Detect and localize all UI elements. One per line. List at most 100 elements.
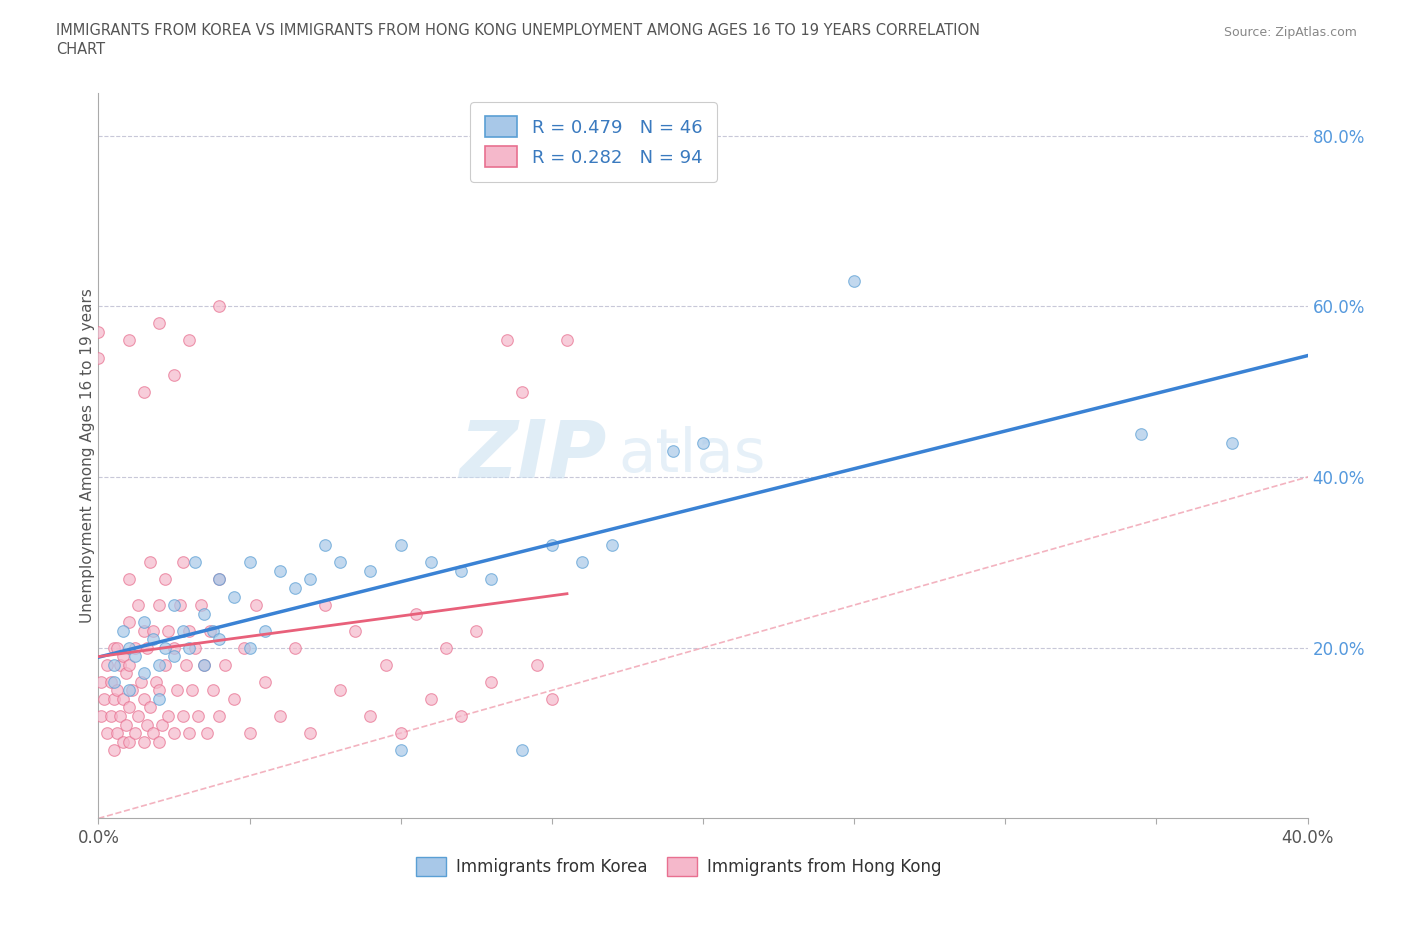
Point [314,538,336,552]
Point [208,299,231,313]
Point [142,725,165,740]
Point [208,631,231,646]
Point [118,615,141,630]
Point [132,734,155,749]
Text: atlas: atlas [619,426,766,485]
Point [148,734,170,749]
Point [118,700,141,715]
Point [132,384,155,399]
Point [153,658,176,672]
Point [329,555,352,570]
Point [103,743,125,758]
Point [103,692,125,707]
Point [239,555,262,570]
Legend: Immigrants from Korea, Immigrants from Hong Kong: Immigrants from Korea, Immigrants from H… [409,850,949,883]
Point [132,666,155,681]
Point [172,709,194,724]
Point [90,674,112,689]
Point [135,717,157,732]
Point [187,709,209,724]
Point [156,709,179,724]
Point [389,743,412,758]
Point [111,692,134,707]
Point [202,683,225,698]
Y-axis label: Unemployment Among Ages 16 to 19 years: Unemployment Among Ages 16 to 19 years [80,288,94,623]
Point [108,658,131,672]
Point [232,640,254,655]
Point [148,692,170,707]
Point [571,555,593,570]
Point [661,444,683,458]
Point [510,384,533,399]
Point [118,658,141,672]
Point [93,692,115,707]
Point [108,709,131,724]
Point [389,725,412,740]
Point [118,640,141,655]
Point [314,598,336,613]
Point [114,666,136,681]
Point [118,333,141,348]
Point [163,725,186,740]
Point [174,658,197,672]
Point [132,692,155,707]
Point [526,658,548,672]
Point [193,658,215,672]
Point [148,598,170,613]
Point [179,333,201,348]
Point [208,572,231,587]
Point [100,674,122,689]
Point [360,709,382,724]
Point [465,623,488,638]
Point [360,564,382,578]
Point [103,640,125,655]
Point [135,640,157,655]
Point [208,709,231,724]
Point [105,725,128,740]
Point [329,683,352,698]
Point [269,709,291,724]
Point [103,674,125,689]
Text: IMMIGRANTS FROM KOREA VS IMMIGRANTS FROM HONG KONG UNEMPLOYMENT AMONG AGES 16 TO: IMMIGRANTS FROM KOREA VS IMMIGRANTS FROM… [56,23,980,38]
Point [118,734,141,749]
Point [105,683,128,698]
Point [420,555,443,570]
Point [269,564,291,578]
Point [450,564,472,578]
Point [253,623,276,638]
Point [405,606,427,621]
Point [132,623,155,638]
Point [1220,435,1243,450]
Point [127,598,149,613]
Point [239,725,262,740]
Point [111,734,134,749]
Point [844,273,866,288]
Point [284,580,307,595]
Point [540,538,562,552]
Point [145,674,167,689]
Point [124,725,146,740]
Point [344,623,367,638]
Point [555,333,578,348]
Point [166,683,188,698]
Point [163,367,186,382]
Point [172,555,194,570]
Point [190,598,212,613]
Point [148,316,170,331]
Point [148,683,170,698]
Point [540,692,562,707]
Point [142,631,165,646]
Point [179,623,201,638]
Point [121,683,143,698]
Point [208,572,231,587]
Point [163,640,186,655]
Point [214,658,236,672]
Point [434,640,457,655]
Point [142,623,165,638]
Point [111,649,134,664]
Point [103,658,125,672]
Point [374,658,396,672]
Point [239,640,262,655]
Point [172,623,194,638]
Point [179,640,201,655]
